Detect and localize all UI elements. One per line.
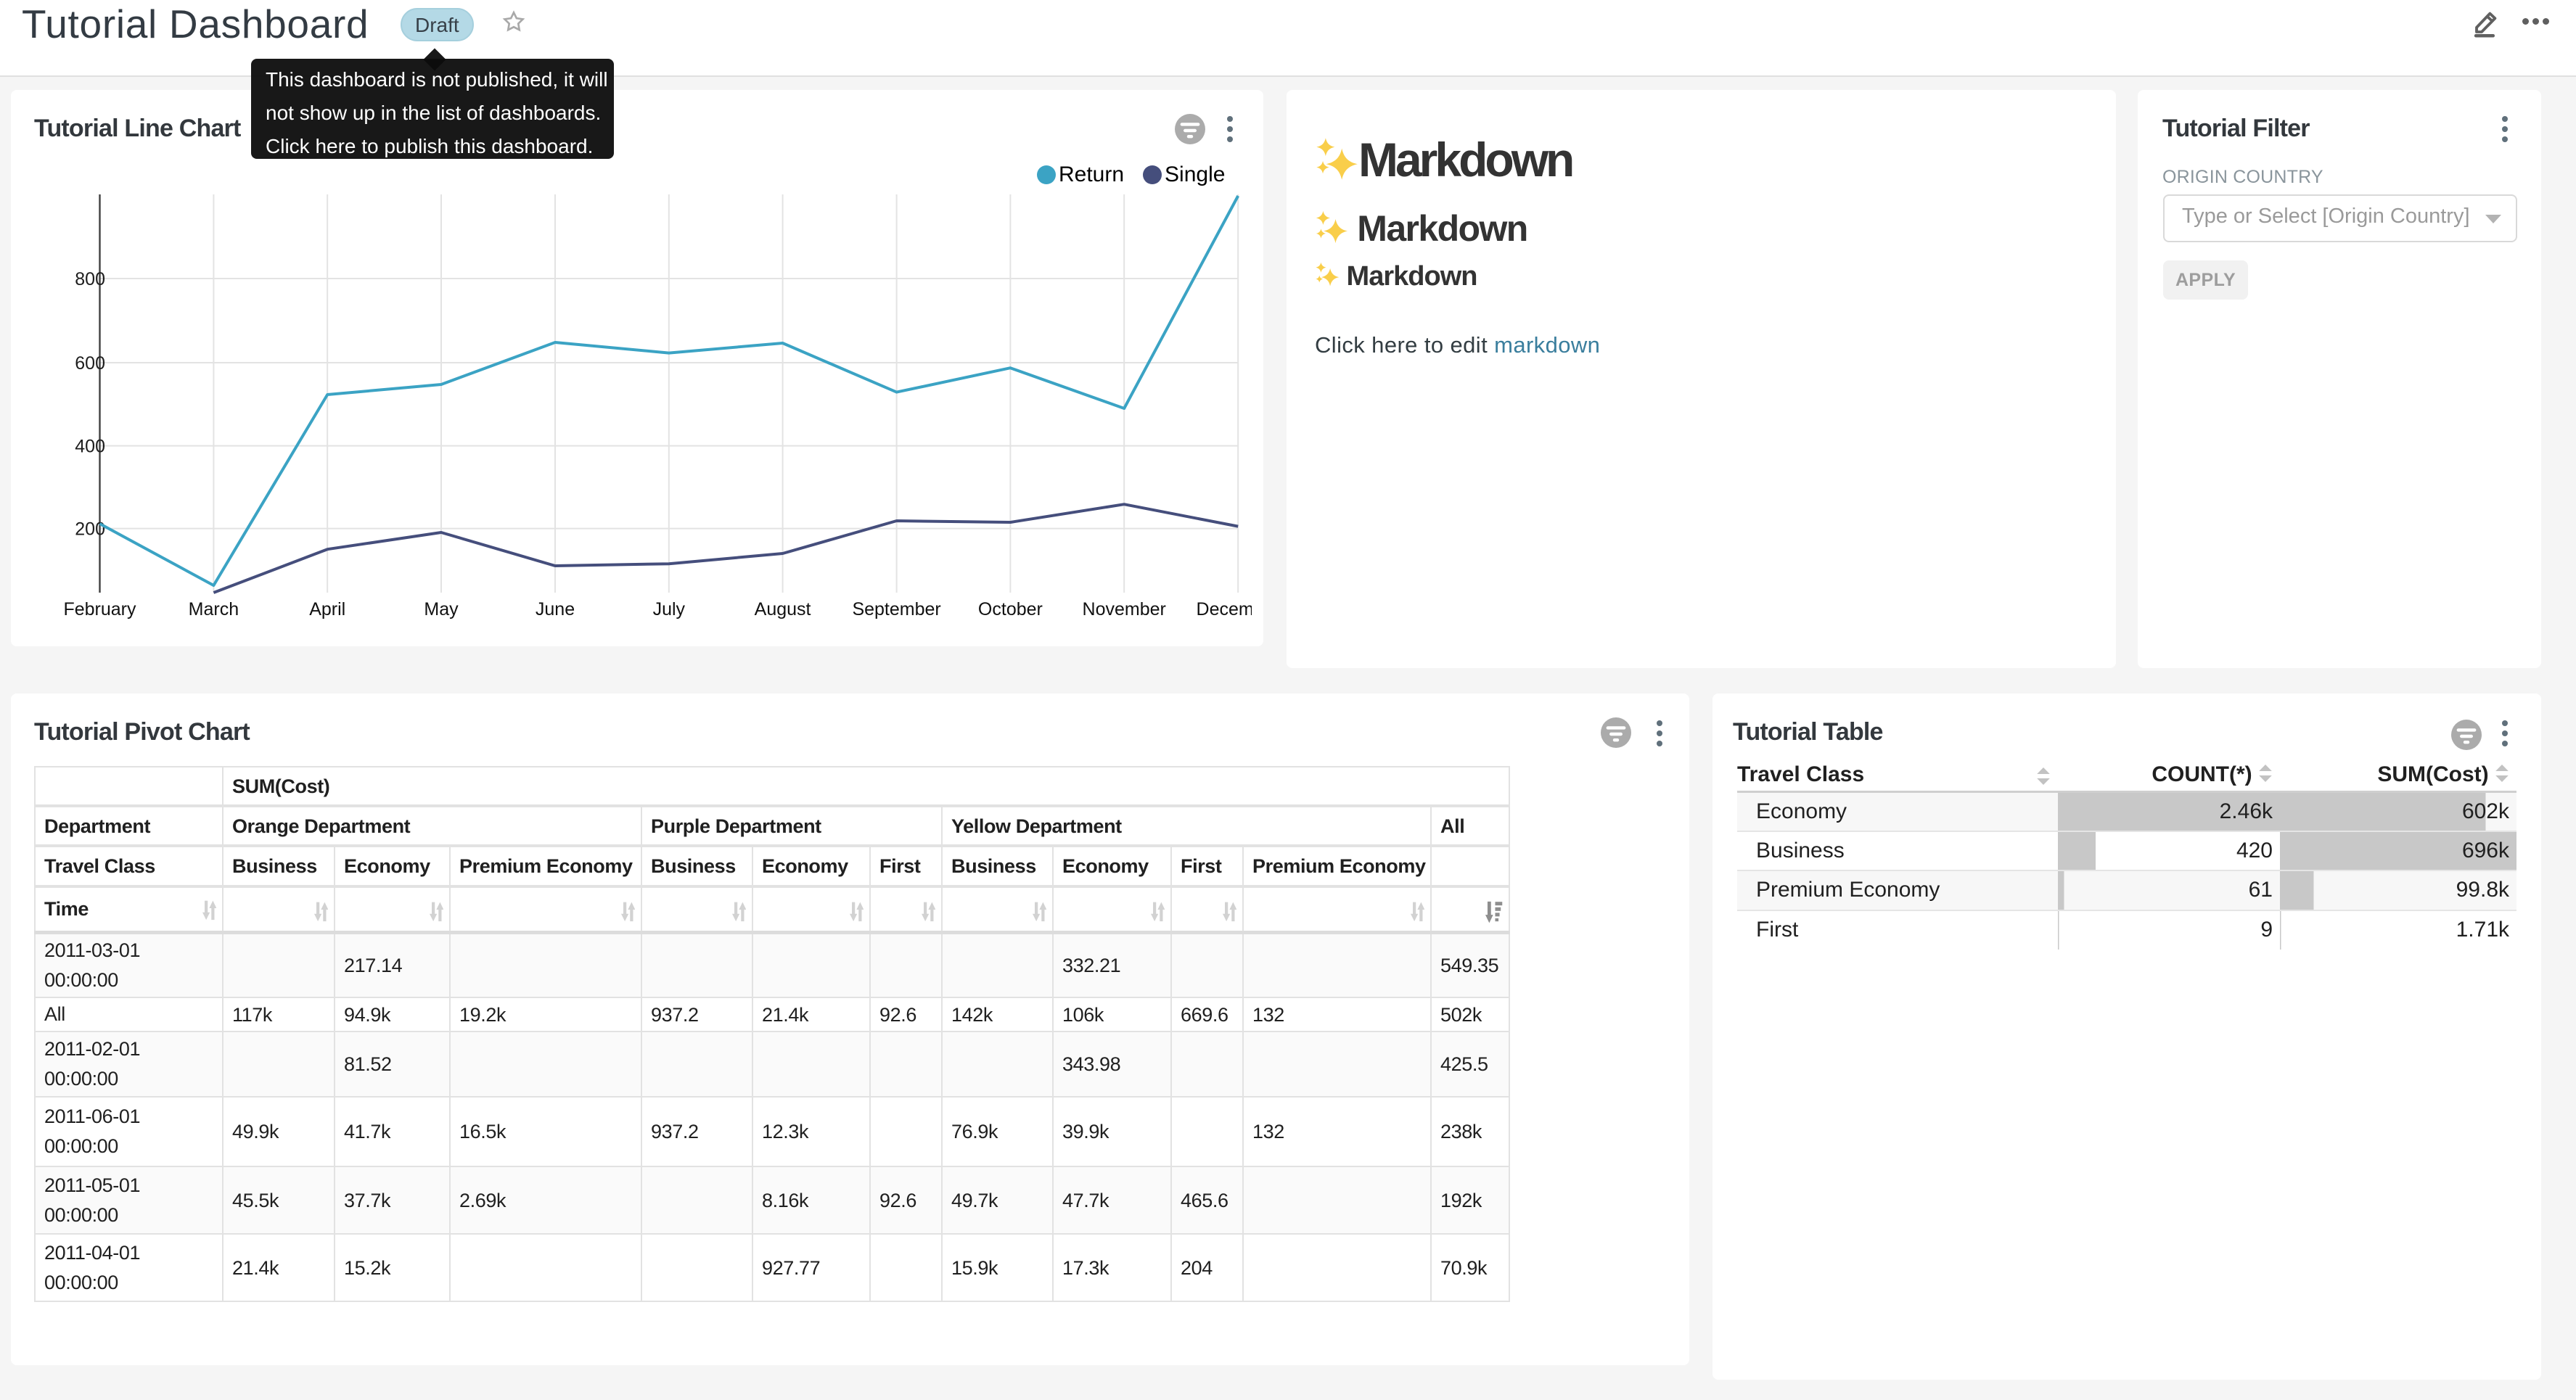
svg-text:400: 400 bbox=[75, 437, 105, 457]
svg-text:600: 600 bbox=[75, 353, 105, 374]
svg-text:800: 800 bbox=[75, 269, 105, 289]
svg-text:March: March bbox=[189, 599, 239, 619]
svg-text:December: December bbox=[1197, 599, 1252, 619]
svg-text:April: April bbox=[309, 599, 345, 619]
svg-text:November: November bbox=[1083, 599, 1166, 619]
svg-text:May: May bbox=[424, 599, 459, 619]
svg-text:August: August bbox=[755, 599, 811, 619]
svg-text:200: 200 bbox=[75, 519, 105, 540]
svg-text:October: October bbox=[978, 599, 1043, 619]
svg-text:February: February bbox=[63, 599, 136, 619]
svg-text:September: September bbox=[852, 599, 940, 619]
svg-text:June: June bbox=[536, 599, 575, 619]
svg-text:July: July bbox=[653, 599, 686, 619]
